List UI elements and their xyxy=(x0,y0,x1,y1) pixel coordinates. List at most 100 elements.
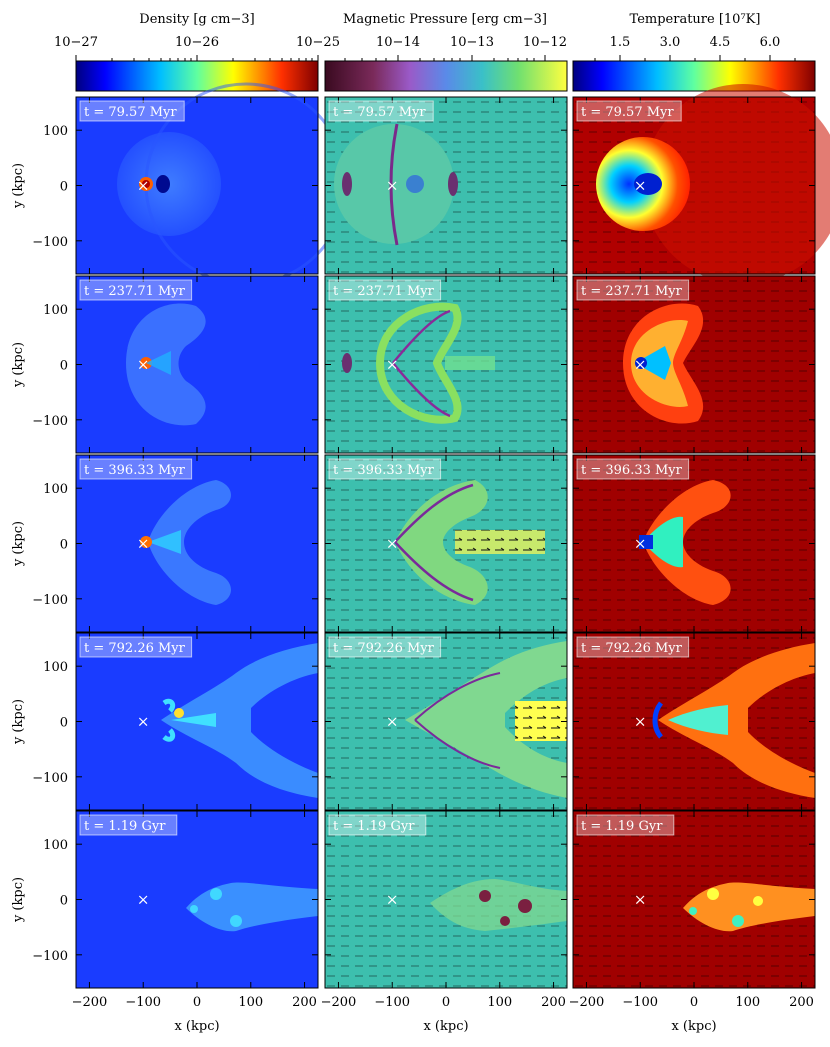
y-tick-label: 0 xyxy=(60,716,68,731)
x-tick-label: 100 xyxy=(487,995,512,1010)
y-tick-label: 0 xyxy=(60,359,68,374)
y-axis-label: y (kpc) xyxy=(11,163,26,209)
colorbar-tick-label: 10−12 xyxy=(523,35,567,50)
x-tick-label: 100 xyxy=(735,995,760,1010)
colorbar-gradient xyxy=(75,60,319,92)
center-marker: × xyxy=(634,713,647,731)
y-tick-label: −100 xyxy=(32,235,68,250)
y-tick-label: 100 xyxy=(43,124,68,139)
colorbar-title: Temperature [10⁷K] xyxy=(630,12,761,27)
y-tick-label: −100 xyxy=(32,593,68,608)
y-tick-label: 0 xyxy=(60,538,68,553)
x-tick-label: 200 xyxy=(292,995,317,1010)
panel-magnetic-row-2 xyxy=(325,276,567,453)
center-marker: × xyxy=(634,535,647,553)
center-marker: × xyxy=(137,535,150,553)
time-label: t = 396.33 Myr xyxy=(581,463,683,478)
colorbar-tick-label: 1.5 xyxy=(610,35,631,50)
time-label-box xyxy=(328,100,434,122)
center-marker: × xyxy=(386,535,399,553)
time-label-box xyxy=(79,100,185,122)
colorbar-tick-label: 10−26 xyxy=(175,35,219,50)
y-tick-label: −100 xyxy=(32,414,68,429)
time-label: t = 1.19 Gyr xyxy=(84,819,166,834)
y-tick-label: 100 xyxy=(43,482,68,497)
panel-magnetic-row-3 xyxy=(325,455,567,632)
time-label-box xyxy=(79,279,193,301)
y-axis-labels: y (kpc) y (kpc) y (kpc) y (kpc) y (kpc) xyxy=(11,163,26,923)
colorbar-gradient xyxy=(572,60,816,92)
x-axis-labels: x (kpc) x (kpc) x (kpc) xyxy=(174,1019,716,1034)
panel-temperature-row-4 xyxy=(573,633,815,810)
time-label-box xyxy=(576,279,690,301)
center-marker: × xyxy=(386,713,399,731)
time-label-box xyxy=(328,458,442,480)
time-label-box xyxy=(576,100,682,122)
center-marker: × xyxy=(386,177,399,195)
x-tick-labels: −200 −100 0 100 200 −200 −100 0 100 200 −200 −100 0 1… xyxy=(72,995,814,1010)
time-label-box xyxy=(328,279,442,301)
colorbar-tick-label: 10−13 xyxy=(450,35,494,50)
panel-magnetic-row-4 xyxy=(325,633,567,810)
time-label-box xyxy=(576,458,690,480)
x-tick-label: 200 xyxy=(789,995,814,1010)
center-marker: × xyxy=(386,356,399,374)
x-axis-label: x (kpc) xyxy=(423,1019,468,1034)
colorbar-magnetic-pressure: Magnetic Pressure [erg cm−3] 10−14 10−13… xyxy=(324,12,568,92)
panel-density-row-1 xyxy=(76,82,348,286)
panel-temperature-row-5 xyxy=(573,811,815,988)
y-tick-label: 0 xyxy=(60,180,68,195)
panel-temperature-row-2 xyxy=(573,276,815,453)
time-label-box xyxy=(79,458,193,480)
panel-density-row-4 xyxy=(76,633,318,810)
y-axis-label: y (kpc) xyxy=(11,877,26,923)
panel-temperature-row-3 xyxy=(573,455,815,632)
time-label: t = 1.19 Gyr xyxy=(333,819,415,834)
x-tick-label: 0 xyxy=(690,995,698,1010)
x-tick-label: −200 xyxy=(569,995,605,1010)
colorbar-tick-label: 10−14 xyxy=(376,35,420,50)
panel-frames xyxy=(75,96,816,989)
time-label: t = 792.26 Myr xyxy=(84,641,186,656)
colorbar-tick-label: 6.0 xyxy=(760,35,781,50)
time-label: t = 79.57 Myr xyxy=(333,105,426,120)
x-tick-label: −200 xyxy=(321,995,357,1010)
colorbar-tick-label: 4.5 xyxy=(710,35,731,50)
x-axis-label: x (kpc) xyxy=(174,1019,219,1034)
x-axis-label: x (kpc) xyxy=(671,1019,716,1034)
colorbar-tick-label: 10−27 xyxy=(54,35,98,50)
time-labels: t = 79.57 Myr t = 79.57 Myr t = 79.57 Myr t… xyxy=(79,100,690,836)
y-tick-label: 100 xyxy=(43,838,68,853)
center-marker: × xyxy=(137,713,150,731)
colorbar-gradient xyxy=(324,60,568,92)
x-tick-label: 100 xyxy=(238,995,263,1010)
y-axis-label: y (kpc) xyxy=(11,699,26,745)
colorbar-title: Magnetic Pressure [erg cm−3] xyxy=(343,12,547,27)
panel-density-row-2 xyxy=(76,276,318,453)
time-label: t = 237.71 Myr xyxy=(581,284,683,299)
time-label: t = 1.19 Gyr xyxy=(581,819,663,834)
panel-density-row-3 xyxy=(76,455,318,632)
y-tick-label: −100 xyxy=(32,949,68,964)
time-label-box xyxy=(79,636,193,658)
y-tick-label: −100 xyxy=(32,771,68,786)
y-tick-label: 0 xyxy=(60,894,68,909)
time-label: t = 79.57 Myr xyxy=(84,105,177,120)
panel-magnetic-row-5 xyxy=(325,811,567,988)
time-label-box xyxy=(328,814,427,836)
x-tick-label: 200 xyxy=(541,995,566,1010)
colorbar-tick-label: 10−25 xyxy=(296,35,340,50)
center-marker: × xyxy=(634,891,647,909)
colorbar-temperature: Temperature [10⁷K] 1.5 3.0 4.5 6.0 xyxy=(572,12,816,92)
colorbar-density: Density [g cm−3] 10−27 10−26 10−25 xyxy=(54,12,340,92)
center-marker: × xyxy=(634,177,647,195)
y-tick-labels: 100 0 −100 100 0 −100 100 0 −100 100 0 −100 100 0 −100 xyxy=(32,124,68,964)
center-marker: × xyxy=(137,356,150,374)
x-tick-label: 0 xyxy=(193,995,201,1010)
time-label: t = 396.33 Myr xyxy=(333,463,435,478)
x-tick-label: −100 xyxy=(374,995,410,1010)
panel-density-row-5 xyxy=(76,811,318,988)
time-label-box xyxy=(576,636,690,658)
time-label-box xyxy=(79,814,178,836)
